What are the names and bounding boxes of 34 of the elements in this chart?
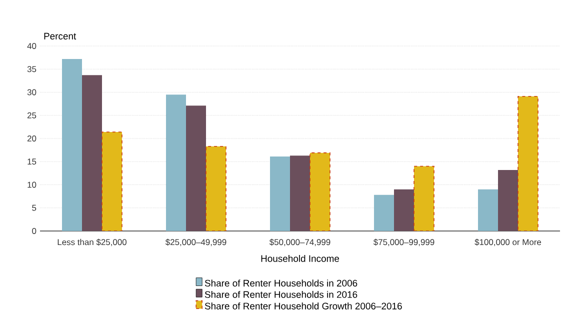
bar [166, 94, 186, 231]
y-tick-label: 35 [27, 66, 36, 72]
legend-label: Share of Renter Households in 2006 [204, 280, 358, 287]
bar [206, 146, 226, 231]
bar [498, 170, 518, 231]
bar [290, 156, 310, 231]
y-tick-label: 10 [28, 182, 36, 188]
y-tick-label: 5 [32, 204, 36, 211]
bar [62, 58, 82, 231]
bar [310, 152, 330, 231]
y-tick-label: 15 [28, 158, 36, 165]
x-tick-label: $50,000–74,999 [269, 238, 330, 246]
bar [82, 75, 102, 231]
x-tick-label: Less than $25,000 [58, 238, 126, 246]
bar [518, 96, 538, 231]
bar [102, 132, 122, 231]
y-tick-label: 20 [27, 136, 36, 142]
bar [186, 106, 206, 231]
y-tick-label: 0 [32, 228, 36, 234]
y-axis-title: Percent [44, 32, 76, 40]
bar [270, 156, 290, 231]
bar [478, 189, 498, 231]
bar [394, 189, 414, 231]
legend-label: Share of Renter Household Growth 2006–2016 [204, 302, 402, 310]
y-tick-label: 30 [27, 89, 36, 96]
legend-label: Share of Renter Households in 2016 [204, 290, 358, 298]
x-axis-title: Household Income [261, 254, 340, 262]
bar [414, 166, 434, 231]
y-tick-label: 40 [27, 43, 36, 49]
bar [374, 194, 394, 231]
y-tick-label: 25 [27, 112, 36, 118]
x-tick-label: $25,000–49,999 [165, 238, 226, 246]
x-tick-label: $100,000 or More [474, 238, 542, 246]
x-tick-label: $75,000–99,999 [373, 238, 434, 246]
